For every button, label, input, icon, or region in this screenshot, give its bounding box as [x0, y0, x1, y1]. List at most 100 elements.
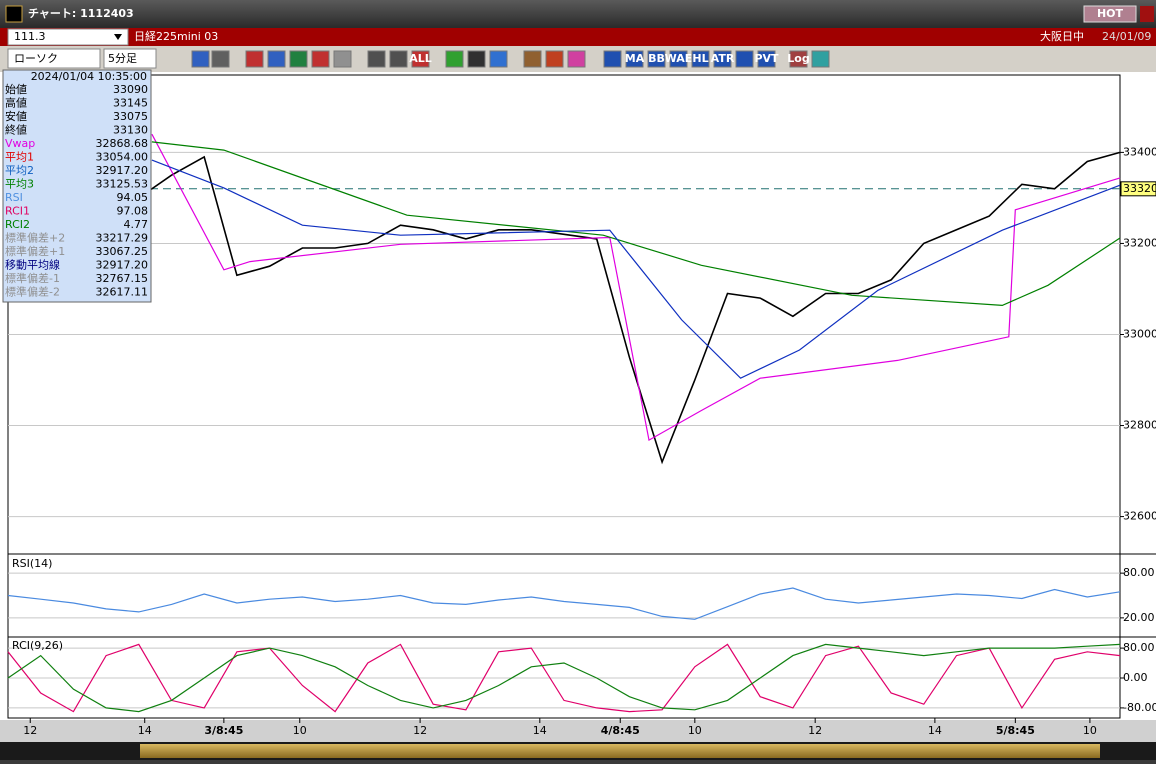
info-label: 始値 [5, 82, 27, 96]
y-tick-label: 33000 [1123, 327, 1156, 340]
toolbar-button-label[interactable]: HL [692, 52, 708, 65]
toolbar-icon[interactable] [289, 50, 308, 68]
info-value: 32917.20 [96, 164, 149, 177]
info-value: 33075 [113, 110, 148, 123]
interval-select[interactable] [103, 48, 157, 69]
info-label: RCI1 [5, 205, 30, 218]
chart-area [0, 72, 1156, 720]
info-value: 32617.11 [96, 286, 149, 299]
info-panel [2, 69, 152, 303]
chart-type-select[interactable] [7, 48, 101, 69]
toolbar-icon[interactable] [757, 50, 776, 68]
close-button[interactable] [1140, 6, 1154, 22]
window-title: チャート: 1112403 [28, 7, 134, 20]
toolbar-icon[interactable] [411, 50, 430, 68]
toolbar-icon[interactable] [811, 50, 830, 68]
hot-button[interactable] [1083, 5, 1137, 23]
scroll-thumb[interactable] [140, 744, 1100, 758]
info-label: 安値 [5, 109, 27, 123]
info-value: 33054.00 [96, 151, 149, 164]
series-line [151, 141, 1121, 307]
x-tick-label: 10 [293, 724, 307, 737]
toolbar-icon[interactable] [691, 50, 710, 68]
y-tick-label: 80.00 [1123, 641, 1155, 654]
toolbar-button-label[interactable]: PVT [754, 52, 779, 65]
info-value: 33145 [113, 97, 148, 110]
info-label: 標準偏差-1 [5, 271, 60, 285]
app-icon [5, 5, 23, 23]
info-label: 平均2 [5, 164, 34, 177]
info-label: 移動平均線 [5, 258, 60, 272]
toolbar-icon[interactable] [647, 50, 666, 68]
y-tick-label: 32600 [1123, 510, 1156, 523]
info-value: 33067.25 [96, 245, 149, 258]
info-label: 平均3 [5, 178, 34, 191]
toolbar-icon[interactable] [713, 50, 732, 68]
current-price-label: 33320 [1123, 182, 1156, 195]
title-bar [0, 0, 1156, 28]
toolbar-icon[interactable] [311, 50, 330, 68]
toolbar-icon[interactable] [333, 50, 352, 68]
dropdown-arrow[interactable] [114, 34, 122, 40]
toolbar-icon[interactable] [211, 50, 230, 68]
toolbar-icon[interactable] [245, 50, 264, 68]
toolbar-icon[interactable] [489, 50, 508, 68]
info-label: 標準偏差+1 [5, 244, 65, 258]
toolbar-button-label[interactable]: ALL [409, 52, 432, 65]
x-tick-label: 10 [1083, 724, 1097, 737]
x-tick-label: 14 [533, 724, 547, 737]
y-tick-label: 80.00 [1123, 566, 1155, 579]
toolbar-button-label[interactable]: ATR [711, 52, 735, 65]
toolbar-icon[interactable] [445, 50, 464, 68]
toolbar-icon[interactable] [603, 50, 622, 68]
y-tick-label: 0.00 [1123, 671, 1148, 684]
date: 24/01/09 [1102, 30, 1151, 43]
symbol-select[interactable] [7, 28, 129, 46]
info-datetime: 2024/01/04 10:35:00 [31, 70, 147, 83]
info-value: 32868.68 [96, 137, 149, 150]
info-value: 4.77 [124, 218, 149, 231]
info-value: 33125.53 [96, 178, 149, 191]
toolbar-button-label[interactable]: WAE [665, 52, 693, 65]
session: 大阪日中 [1040, 29, 1084, 43]
hot-label[interactable]: HOT [1097, 7, 1124, 20]
x-axis-bar [0, 720, 1156, 742]
info-label: 平均1 [5, 151, 34, 164]
info-value: 33217.29 [96, 232, 149, 245]
toolbar-icon[interactable] [669, 50, 688, 68]
toolbar-icon[interactable] [467, 50, 486, 68]
info-value: 32917.20 [96, 259, 149, 272]
info-label: RCI2 [5, 218, 30, 231]
toolbar-button-label[interactable]: Log [787, 52, 809, 65]
toolbar-icon[interactable] [267, 50, 286, 68]
toolbar-icon[interactable] [523, 50, 542, 68]
toolbar-button-label[interactable]: MA [625, 52, 645, 65]
toolbar-icon[interactable] [545, 50, 564, 68]
toolbar-icon[interactable] [789, 50, 808, 68]
series-line [7, 151, 1121, 465]
series-line [151, 133, 1121, 442]
chart-type[interactable]: ローソク [14, 52, 58, 65]
toolbar-icon[interactable] [625, 50, 644, 68]
toolbar-icon[interactable] [735, 50, 754, 68]
toolbar-icon[interactable] [567, 50, 586, 68]
series-line [7, 643, 1121, 713]
info-label: 標準偏差+2 [5, 231, 65, 245]
panel-title: RCI(9,26) [12, 639, 63, 652]
interval[interactable]: 5分足 [108, 52, 137, 65]
toolbar-icon[interactable] [191, 50, 210, 68]
info-label: 標準偏差-2 [5, 285, 60, 299]
y-tick-label: 33200 [1123, 236, 1156, 249]
x-tick-label: 14 [138, 724, 152, 737]
current-price-tag [1120, 181, 1156, 197]
y-tick-label: 32800 [1123, 419, 1156, 432]
toolbar-icon[interactable] [367, 50, 386, 68]
toolbar-button-label[interactable]: BB [648, 52, 665, 65]
y-tick-label: -80.00 [1123, 701, 1156, 714]
symbol-value[interactable]: 111.3 [14, 30, 46, 43]
x-tick-label: 10 [688, 724, 702, 737]
toolbar-icon[interactable] [389, 50, 408, 68]
info-value: 32767.15 [96, 272, 149, 285]
